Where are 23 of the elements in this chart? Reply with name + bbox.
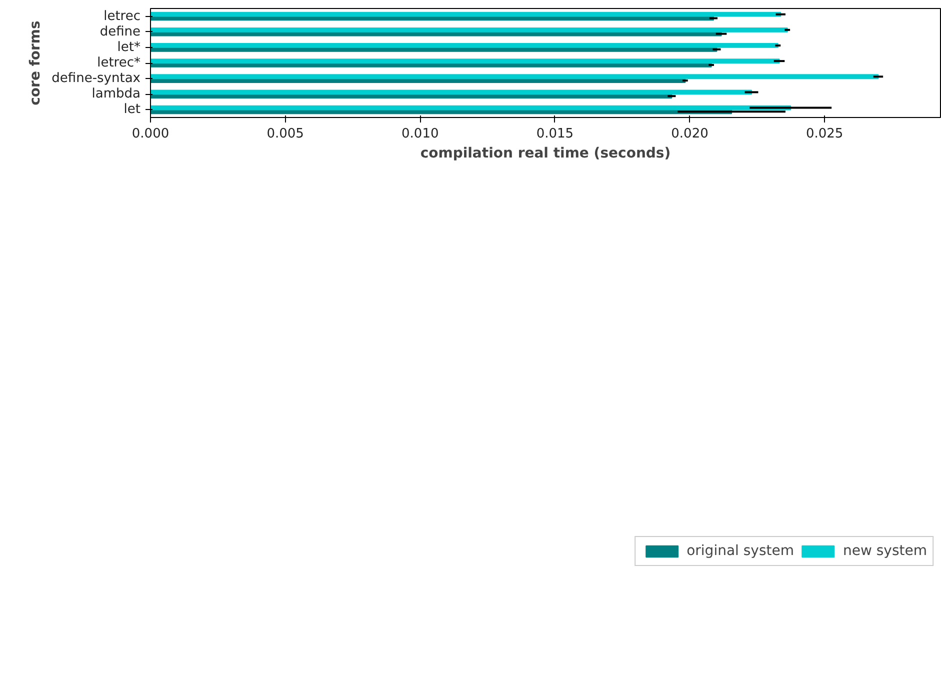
x-tick-label: 0.025 — [806, 126, 844, 142]
x-tick-label: 0.010 — [402, 126, 439, 142]
y-tick-label: let* — [117, 40, 141, 55]
y-tick-label: letrec — [104, 8, 141, 24]
y-axis-title: core forms — [28, 20, 44, 106]
x-tick-label: 0.005 — [266, 126, 304, 142]
x-axis-title: compilation real time (seconds) — [420, 146, 671, 162]
y-tick-label: lambda — [92, 86, 141, 102]
x-tick-label: 0.015 — [536, 126, 574, 142]
bar — [150, 58, 780, 64]
bar — [150, 43, 778, 48]
y-tick-label: define-syntax — [52, 71, 141, 86]
bar — [150, 27, 788, 32]
legend-label: new system — [843, 543, 927, 559]
legend-label: original system — [686, 543, 794, 559]
bar — [150, 90, 752, 95]
y-tick-label: letrec* — [97, 56, 141, 70]
x-tick-label: 0.020 — [671, 126, 708, 142]
bar — [150, 12, 782, 17]
y-tick-label: define — [100, 24, 141, 40]
x-tick-label: 0.000 — [132, 126, 170, 142]
y-tick-label: let — [124, 102, 141, 118]
bar — [150, 74, 879, 80]
